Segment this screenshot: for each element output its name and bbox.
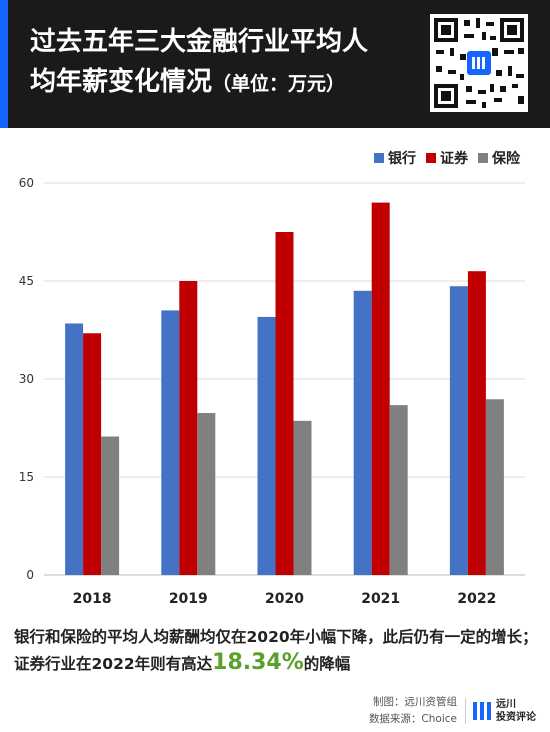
- qr-code: [430, 14, 528, 112]
- summary-text: 银行和保险的平均人均薪酬均仅在2020年小幅下降，此后仍有一定的增长；证券行业在…: [14, 624, 539, 677]
- bar: [293, 420, 312, 575]
- summary-body: 银行和保险的平均人均薪酬均仅在2020年小幅下降，此后仍有一定的增长；证券行业在…: [14, 628, 538, 673]
- bar: [371, 202, 390, 575]
- bar: [83, 333, 102, 575]
- legend-item-insurance: 保险: [478, 148, 520, 168]
- bar-chart: 0 15 30 45 60 2018 2019 2020 2021 2022: [19, 176, 525, 607]
- footer-maker: 制图：远川资管组: [373, 696, 457, 708]
- y-tick-label: 0: [26, 568, 34, 582]
- bar: [389, 405, 408, 575]
- bar: [179, 281, 198, 575]
- bar: [275, 232, 294, 575]
- legend-label-securities: 证券: [440, 151, 468, 167]
- bar: [353, 290, 372, 575]
- footer-meta: 制图：远川资管组 数据来源：Choice: [352, 694, 457, 728]
- summary-tail: 的降幅: [303, 655, 351, 673]
- logo-line-1: 远川: [496, 699, 516, 710]
- bar: [485, 399, 504, 575]
- bar: [101, 436, 120, 575]
- x-tick-label: 2018: [73, 591, 112, 607]
- footer-divider: [465, 698, 466, 724]
- bar: [161, 310, 180, 575]
- logo-line-2: 投资评论: [496, 712, 536, 723]
- legend-label-insurance: 保险: [492, 151, 520, 167]
- x-tick-label: 2022: [457, 591, 496, 607]
- legend-swatch-insurance: [478, 153, 488, 163]
- y-tick-label: 45: [19, 274, 34, 288]
- bar: [467, 271, 486, 575]
- footer-source: 数据来源：Choice: [368, 713, 457, 725]
- x-tick-label: 2021: [361, 591, 400, 607]
- header-accent-bar: [0, 0, 8, 128]
- legend-label-bank: 银行: [388, 151, 416, 167]
- title-unit: （单位：万元）: [212, 73, 346, 95]
- chart-legend: 银行 证券 保险: [374, 148, 520, 168]
- legend-swatch-securities: [426, 153, 436, 163]
- x-tick-label: 2020: [265, 591, 304, 607]
- x-tick-label: 2019: [169, 591, 208, 607]
- legend-item-securities: 证券: [426, 148, 468, 168]
- y-tick-label: 15: [19, 470, 34, 484]
- header: 过去五年三大金融行业平均人 均年薪变化情况（单位：万元）: [0, 0, 550, 128]
- bar: [449, 286, 468, 575]
- footer: 制图：远川资管组 数据来源：Choice 远川 投资评论: [0, 690, 550, 732]
- brand-logo-text: 远川 投资评论: [496, 698, 536, 724]
- bar: [65, 323, 84, 575]
- legend-item-bank: 银行: [374, 148, 416, 168]
- page-title: 过去五年三大金融行业平均人 均年薪变化情况（单位：万元）: [30, 22, 410, 104]
- bar: [257, 316, 276, 575]
- brand-logo-icon: [473, 702, 491, 720]
- title-line-1: 过去五年三大金融行业平均人: [30, 27, 369, 57]
- legend-swatch-bank: [374, 153, 384, 163]
- bar: [197, 412, 216, 575]
- title-line-2: 均年薪变化情况: [30, 67, 213, 97]
- y-tick-label: 30: [19, 372, 34, 386]
- y-tick-label: 60: [19, 176, 34, 190]
- summary-highlight: 18.34%: [212, 650, 304, 675]
